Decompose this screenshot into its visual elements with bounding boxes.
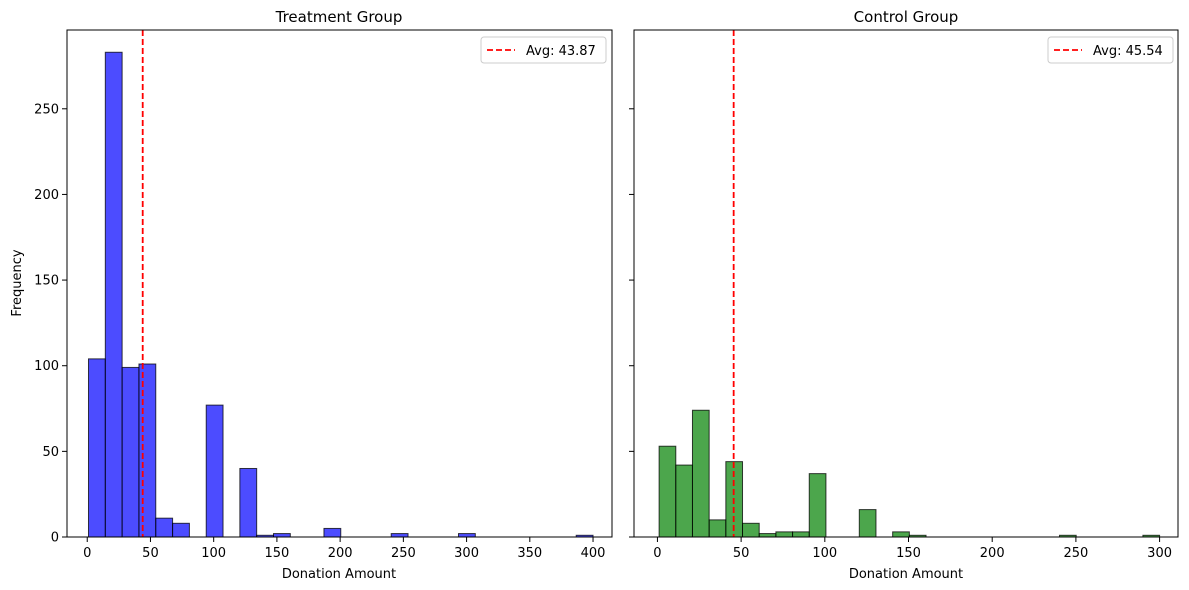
treatment-bar-7 xyxy=(205,404,224,538)
control-bar-1 xyxy=(675,464,693,538)
treatment-bar-4 xyxy=(155,517,174,538)
treatment-title: Treatment Group xyxy=(275,8,403,26)
treatment-x-tick-label-300: 300 xyxy=(454,546,479,561)
treatment-ticks: 0 50 100 150 200 250 300 350 400 0 50 100 150 200 250 xyxy=(34,102,605,561)
control-x-tick-label-250: 250 xyxy=(1063,546,1088,561)
treatment-x-tick-label-100: 100 xyxy=(201,546,226,561)
treatment-legend-label: Avg: 43.87 xyxy=(526,44,596,59)
treatment-legend: Avg: 43.87 xyxy=(480,36,607,64)
treatment-bar-14 xyxy=(323,527,342,538)
control-bar-0 xyxy=(658,445,677,538)
control-legend-label: Avg: 45.54 xyxy=(1093,44,1163,59)
treatment-y-tick-label-200: 200 xyxy=(34,188,59,203)
treatment-bar-18 xyxy=(390,533,409,538)
control-x-tick-label-50: 50 xyxy=(733,546,750,561)
control-bar-8 xyxy=(792,531,810,538)
control-x-tick-label-100: 100 xyxy=(812,546,837,561)
treatment-bar-0 xyxy=(87,358,106,538)
control-legend-box xyxy=(1047,36,1174,64)
control-x-tick-label-300: 300 xyxy=(1147,546,1172,561)
control-x-tick-label-0: 0 xyxy=(653,546,661,561)
treatment-bars xyxy=(87,51,594,538)
control-title: Control Group xyxy=(854,8,959,26)
treatment-y-tick-label-50: 50 xyxy=(42,445,59,460)
treatment-bar-22 xyxy=(457,533,476,538)
control-axes-frame xyxy=(633,29,1179,538)
treatment-y-tick-label-100: 100 xyxy=(34,359,59,374)
treatment-x-tick-label-250: 250 xyxy=(391,546,416,561)
treatment-y-tick-label-150: 150 xyxy=(34,274,59,289)
control-ticks: 0 50 100 150 200 250 300 xyxy=(629,108,1172,561)
treatment-axes-frame xyxy=(66,29,613,538)
treatment-panel: Treatment Group 0 50 100 150 200 250 300 350 400… xyxy=(10,8,613,582)
control-bar-6 xyxy=(758,533,777,538)
control-x-axis-label: Donation Amount xyxy=(849,567,963,582)
treatment-x-tick-label-150: 150 xyxy=(264,546,289,561)
control-panel: Control Group 0 50 100 150 200 250 300 Donatio… xyxy=(629,8,1179,582)
treatment-x-tick-label-50: 50 xyxy=(142,546,159,561)
control-bar-9 xyxy=(808,473,827,538)
treatment-y-tick-label-250: 250 xyxy=(34,102,59,117)
treatment-x-axis-label: Donation Amount xyxy=(282,567,396,582)
control-bar-2 xyxy=(691,409,710,538)
treatment-x-tick-label-350: 350 xyxy=(517,546,542,561)
treatment-bar-3 xyxy=(138,363,157,538)
control-bar-12 xyxy=(858,509,877,538)
treatment-x-tick-label-200: 200 xyxy=(328,546,353,561)
control-bar-7 xyxy=(775,531,794,538)
control-bar-5 xyxy=(742,522,760,538)
control-bar-3 xyxy=(708,519,727,538)
treatment-x-tick-label-0: 0 xyxy=(83,546,91,561)
treatment-legend-box xyxy=(480,36,607,64)
treatment-y-axis-label: Frequency xyxy=(10,249,25,316)
treatment-bar-9 xyxy=(239,467,258,538)
treatment-bar-11 xyxy=(272,533,291,538)
control-x-tick-label-200: 200 xyxy=(980,546,1005,561)
treatment-bar-2 xyxy=(121,366,140,538)
control-bar-14 xyxy=(892,531,910,538)
treatment-y-tick-label-0: 0 xyxy=(51,531,59,546)
treatment-bar-5 xyxy=(172,522,190,538)
treatment-bar-1 xyxy=(104,51,123,538)
control-legend: Avg: 45.54 xyxy=(1047,36,1174,64)
control-x-tick-label-150: 150 xyxy=(896,546,921,561)
treatment-x-tick-label-400: 400 xyxy=(581,546,606,561)
